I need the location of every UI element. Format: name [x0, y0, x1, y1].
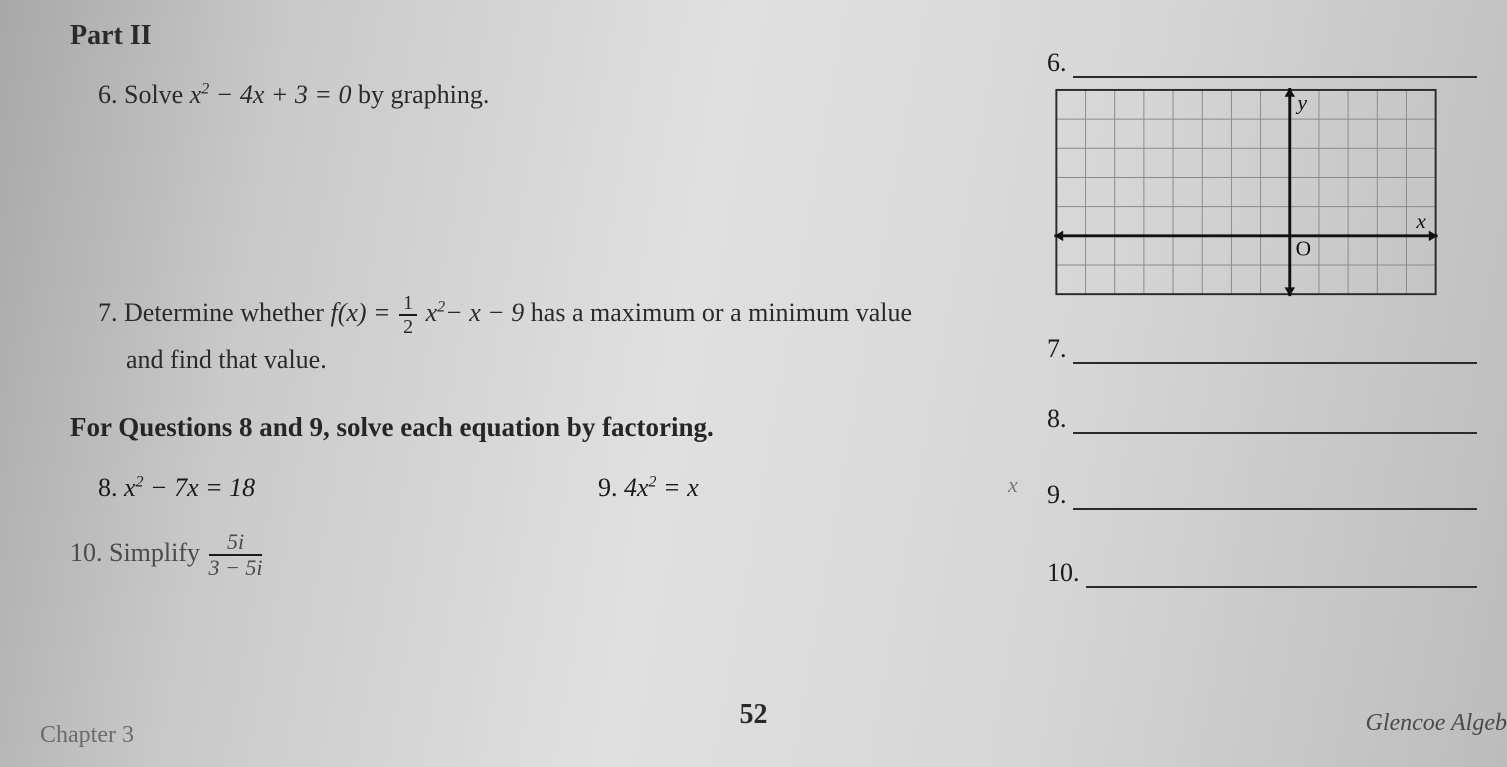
question-9: 9. 4x2 = x	[598, 473, 1058, 503]
q7-line2: and find that value.	[126, 345, 327, 374]
q10-label: Simplify	[109, 538, 207, 567]
q7-tail: has a maximum or a minimum value	[524, 298, 912, 327]
answer-10: 10.	[1047, 558, 1477, 588]
questions-column: 6. Solve x2 − 4x + 3 = 0 by graphing. 7.…	[70, 80, 1070, 579]
q9-num: 9.	[598, 473, 618, 502]
coordinate-grid: y x O	[1047, 88, 1445, 308]
q10-frac-num: 5i	[209, 531, 263, 556]
answer-8-num: 8.	[1047, 404, 1067, 434]
answer-8: 8.	[1047, 404, 1477, 434]
q7-num: 7.	[98, 298, 118, 327]
q7-fraction: 12	[399, 293, 417, 337]
q6-expr: x2 − 4x + 3 = 0	[190, 80, 352, 109]
answer-9-num: 9.	[1047, 480, 1067, 510]
svg-text:O: O	[1296, 236, 1311, 260]
question-8: 8. x2 − 7x = 18	[98, 473, 598, 503]
question-6: 6. Solve x2 − 4x + 3 = 0 by graphing.	[98, 80, 1070, 110]
q10-num: 10.	[70, 538, 103, 567]
answer-9-blank[interactable]	[1073, 486, 1478, 510]
q7-after: x2− x − 9	[426, 298, 525, 327]
svg-text:y: y	[1296, 90, 1308, 114]
answer-6: 6.	[1047, 48, 1477, 78]
stray-mark: x	[1008, 472, 1018, 498]
question-7: 7. Determine whether f(x) = 12 x2− x − 9…	[98, 290, 1038, 384]
q10-frac-den: 3 − 5i	[209, 556, 263, 579]
q8-q9-row: 8. x2 − 7x = 18 9. 4x2 = x	[98, 473, 1058, 503]
answer-7-blank[interactable]	[1073, 340, 1478, 364]
answer-10-num: 10.	[1047, 558, 1080, 588]
answer-6-blank[interactable]	[1073, 54, 1478, 78]
question-10: 10. Simplify 5i3 − 5i	[70, 531, 1070, 579]
q7-frac-den: 2	[399, 316, 417, 337]
q9-expr: 4x2 = x	[624, 473, 699, 502]
answer-10-blank[interactable]	[1086, 564, 1478, 588]
footer-page-number: 52	[740, 699, 768, 731]
svg-text:x: x	[1415, 209, 1426, 233]
answer-8-blank[interactable]	[1073, 410, 1478, 434]
footer-book-title: Glencoe Algeb	[1365, 710, 1507, 737]
answer-9: 9.	[1047, 480, 1477, 510]
q8-expr: x2 − 7x = 18	[124, 473, 255, 502]
q7-frac-num: 1	[399, 293, 417, 316]
q7-fx: f(x) =	[330, 298, 397, 327]
answer-7: 7.	[1047, 334, 1477, 364]
q6-num: 6.	[98, 80, 118, 109]
answer-6-num: 6.	[1047, 48, 1067, 78]
page: Part II 6. Solve x2 − 4x + 3 = 0 by grap…	[0, 0, 1507, 767]
answers-column: 6. y x O 7. 8. 9. 10.	[1047, 48, 1477, 596]
answer-7-num: 7.	[1047, 334, 1067, 364]
instructions-8-9: For Questions 8 and 9, solve each equati…	[70, 412, 1070, 443]
grid-svg: y x O	[1047, 88, 1445, 300]
q10-fraction: 5i3 − 5i	[209, 531, 263, 579]
q8-num: 8.	[98, 473, 118, 502]
q6-pre: Solve	[124, 80, 190, 109]
q7-pre: Determine whether	[124, 298, 330, 327]
footer-chapter: Chapter 3	[40, 722, 134, 749]
q6-post: by graphing.	[351, 80, 489, 109]
